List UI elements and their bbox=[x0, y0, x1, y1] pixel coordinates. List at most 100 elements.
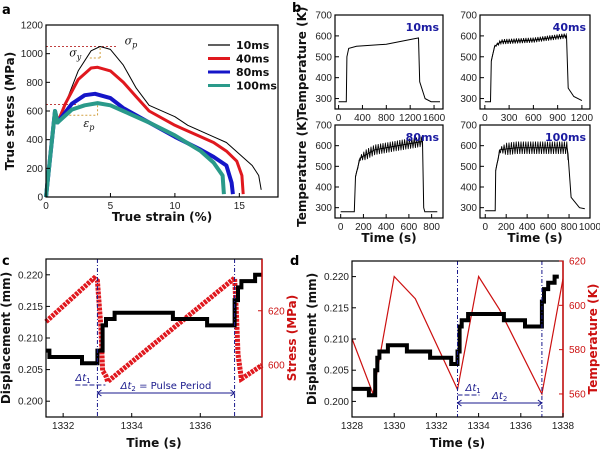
x-tick-label: 1334 bbox=[467, 421, 490, 432]
x-tick-label: 800 bbox=[561, 222, 578, 233]
panel-label-a: a bbox=[2, 3, 11, 18]
x-tick-label: 1338 bbox=[552, 421, 575, 432]
subplot-tag: 80ms bbox=[406, 131, 440, 144]
series-line-100ms bbox=[44, 101, 226, 198]
dt1-annotation: Δt1 bbox=[465, 383, 481, 395]
x-tick-label: 1334 bbox=[121, 421, 144, 432]
x-tick-label: 15 bbox=[234, 201, 246, 212]
dt1-annotation: Δt1 bbox=[74, 373, 90, 385]
y-tick-label: 300 bbox=[315, 94, 332, 105]
x-tick-label: 600 bbox=[540, 222, 557, 233]
plot-frame bbox=[334, 14, 444, 110]
subplot-tag: 10ms bbox=[406, 21, 440, 34]
y-tick-label: 400 bbox=[460, 73, 477, 84]
annotation-subscript: p bbox=[89, 123, 94, 132]
y-axis-label: Temperature (K) bbox=[295, 7, 309, 118]
x-tick-label: 1332 bbox=[425, 421, 448, 432]
temperature-line bbox=[338, 37, 440, 103]
y-tick-label: 400 bbox=[315, 73, 332, 84]
dt1-symbol: Δt bbox=[465, 383, 478, 394]
x-tick-label: 200 bbox=[355, 222, 372, 233]
dt2-symbol: Δt bbox=[120, 381, 133, 392]
y2-axis-label: Temperature (K) bbox=[586, 284, 600, 395]
y-tick-label: 0.220 bbox=[18, 270, 43, 281]
annotation-symbol: σ bbox=[69, 47, 77, 60]
y2-tick-label: 600 bbox=[569, 301, 586, 312]
stress-line bbox=[44, 273, 264, 386]
legend-label: 80ms bbox=[236, 66, 270, 79]
annotation-εp: εp bbox=[83, 117, 94, 132]
displacement-line bbox=[46, 272, 262, 366]
chart-b-80ms: 0 200 400 600 800 300 400 500 600 700 80ms Temperat… bbox=[295, 116, 444, 245]
displacement-line bbox=[352, 274, 559, 398]
annotation-subscript: p bbox=[132, 40, 137, 49]
x-tick-label: 1330 bbox=[383, 421, 406, 432]
annotation-symbol: σ bbox=[125, 34, 133, 47]
temperature-line bbox=[484, 35, 583, 103]
dt1-symbol: Δt bbox=[74, 373, 87, 384]
dt2-symbol: Δt bbox=[491, 391, 504, 402]
panel-label-c: c bbox=[2, 254, 10, 269]
chart-a: 0 5 10 15 0 200 400 600 800 1000 1200 True strain (… bbox=[3, 21, 279, 224]
x-tick-label: 1336 bbox=[189, 421, 212, 432]
subplot-tag: 100ms bbox=[545, 131, 586, 144]
y-tick-label: 400 bbox=[460, 183, 477, 194]
x-tick-label: 0 bbox=[482, 222, 488, 233]
chart-b-10ms: 0 400 800 1200 1600 300 400 500 600 700 10ms Temper… bbox=[295, 7, 446, 124]
annotation-subscript: y bbox=[76, 53, 82, 62]
y-tick-label: 0.210 bbox=[324, 335, 349, 346]
x-axis-label: True strain (%) bbox=[112, 210, 212, 224]
y-tick-label: 1200 bbox=[21, 21, 44, 32]
y2-tick-label: 560 bbox=[569, 389, 586, 400]
y-tick-label: 0.205 bbox=[324, 366, 349, 377]
y-tick-label: 600 bbox=[26, 107, 43, 118]
x-tick-label: 400 bbox=[519, 222, 536, 233]
y-axis-label: True stress (MPa) bbox=[3, 52, 17, 171]
plot-frame bbox=[479, 14, 591, 110]
legend-label: 100ms bbox=[236, 80, 277, 93]
dt2-annotation: Δt2 = Pulse Period bbox=[120, 381, 212, 393]
y-tick-label: 800 bbox=[26, 78, 43, 89]
dt2-subscript: 2 bbox=[131, 385, 135, 393]
y-tick-label: 500 bbox=[460, 162, 477, 173]
y-tick-label: 600 bbox=[460, 141, 477, 152]
x-tick-label: 0 bbox=[43, 201, 49, 212]
arrow-heads bbox=[96, 389, 236, 397]
y-tick-label: 0 bbox=[37, 193, 43, 204]
y2-tick-label: 600 bbox=[268, 361, 285, 372]
x-tick-label: 200 bbox=[498, 222, 515, 233]
dt2-subscript: 2 bbox=[503, 395, 507, 403]
y-tick-label: 0.215 bbox=[324, 303, 349, 314]
x-tick-label: 400 bbox=[354, 113, 371, 124]
dt1-subscript: 1 bbox=[476, 387, 480, 395]
x-tick-label: 1336 bbox=[510, 421, 533, 432]
annotation-σp: σp bbox=[125, 34, 138, 49]
x-tick-label: 0 bbox=[336, 113, 342, 124]
y-tick-label: 0.200 bbox=[18, 397, 43, 408]
y-tick-label: 600 bbox=[315, 31, 332, 42]
x-tick-label: 300 bbox=[501, 113, 518, 124]
annotation-symbol: ε bbox=[83, 117, 89, 130]
y-tick-label: 700 bbox=[460, 121, 477, 132]
legend-label: 40ms bbox=[236, 53, 270, 66]
y2-tick-label: 580 bbox=[569, 345, 586, 356]
y-tick-label: 300 bbox=[315, 203, 332, 214]
y-tick-label: 300 bbox=[460, 203, 477, 214]
x-tick-label: 600 bbox=[401, 222, 418, 233]
temperature-line bbox=[485, 147, 585, 212]
x-axis-label: Time (s) bbox=[126, 436, 181, 450]
y-tick-label: 500 bbox=[460, 52, 477, 63]
y-tick-label: 700 bbox=[315, 121, 332, 132]
y-tick-label: 1000 bbox=[21, 49, 44, 60]
dt2-annotation: Δt2 bbox=[491, 391, 507, 403]
y-tick-label: 700 bbox=[315, 11, 332, 22]
y-tick-label: 500 bbox=[315, 162, 332, 173]
panel-label-d: d bbox=[290, 254, 299, 269]
x-tick-label: 1000 bbox=[579, 222, 600, 233]
y-tick-label: 200 bbox=[26, 164, 43, 175]
y-tick-label: 500 bbox=[315, 52, 332, 63]
y-tick-label: 600 bbox=[460, 31, 477, 42]
x-tick-label: 800 bbox=[423, 222, 440, 233]
